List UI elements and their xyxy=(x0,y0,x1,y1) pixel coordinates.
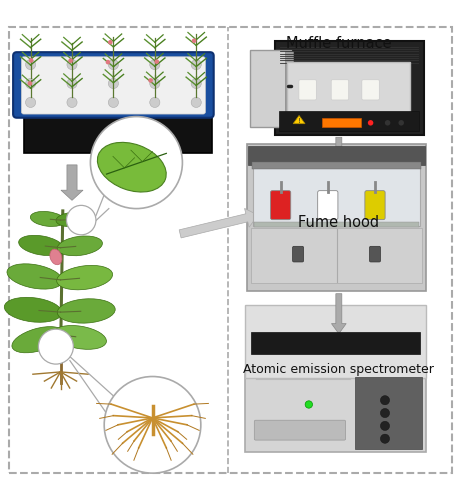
Circle shape xyxy=(191,60,201,70)
Circle shape xyxy=(148,78,153,82)
FancyBboxPatch shape xyxy=(274,40,424,135)
Circle shape xyxy=(154,60,159,64)
Circle shape xyxy=(191,98,201,108)
FancyBboxPatch shape xyxy=(254,420,346,440)
Circle shape xyxy=(67,78,77,88)
FancyBboxPatch shape xyxy=(370,246,381,262)
FancyBboxPatch shape xyxy=(250,332,420,354)
Circle shape xyxy=(150,98,160,108)
FancyBboxPatch shape xyxy=(24,104,213,154)
Circle shape xyxy=(109,78,118,88)
FancyBboxPatch shape xyxy=(9,27,452,473)
Circle shape xyxy=(380,434,389,444)
Circle shape xyxy=(380,396,389,405)
FancyBboxPatch shape xyxy=(280,111,419,131)
Circle shape xyxy=(385,120,390,126)
Circle shape xyxy=(106,60,110,64)
Circle shape xyxy=(29,58,33,62)
FancyBboxPatch shape xyxy=(270,190,291,220)
Circle shape xyxy=(150,78,160,88)
FancyBboxPatch shape xyxy=(292,246,304,262)
Ellipse shape xyxy=(57,266,113,290)
Ellipse shape xyxy=(57,236,103,256)
FancyBboxPatch shape xyxy=(318,190,338,220)
FancyBboxPatch shape xyxy=(362,80,379,100)
Circle shape xyxy=(67,98,77,108)
Circle shape xyxy=(368,120,373,126)
Text: Fume hood: Fume hood xyxy=(298,216,379,230)
Circle shape xyxy=(150,60,160,70)
FancyBboxPatch shape xyxy=(244,305,426,378)
Circle shape xyxy=(28,81,32,86)
Ellipse shape xyxy=(30,212,65,226)
FancyBboxPatch shape xyxy=(253,165,420,226)
Circle shape xyxy=(109,98,118,108)
Circle shape xyxy=(25,78,36,88)
Ellipse shape xyxy=(57,299,115,323)
Circle shape xyxy=(91,116,182,208)
FancyArrow shape xyxy=(61,165,83,200)
FancyBboxPatch shape xyxy=(299,80,316,100)
Text: Muffle furnace: Muffle furnace xyxy=(286,36,392,51)
FancyBboxPatch shape xyxy=(248,146,425,165)
Ellipse shape xyxy=(56,212,91,226)
FancyBboxPatch shape xyxy=(244,374,426,452)
FancyArrow shape xyxy=(179,208,258,238)
FancyBboxPatch shape xyxy=(254,222,419,227)
FancyBboxPatch shape xyxy=(322,118,361,127)
FancyBboxPatch shape xyxy=(251,228,422,283)
Ellipse shape xyxy=(12,326,64,353)
FancyBboxPatch shape xyxy=(287,62,410,112)
FancyBboxPatch shape xyxy=(247,144,426,292)
Circle shape xyxy=(380,422,389,430)
Text: Atomic emission spectrometer: Atomic emission spectrometer xyxy=(243,362,434,376)
FancyBboxPatch shape xyxy=(13,52,214,118)
Circle shape xyxy=(191,78,201,88)
FancyBboxPatch shape xyxy=(252,162,421,169)
FancyBboxPatch shape xyxy=(365,190,385,220)
Polygon shape xyxy=(293,116,305,124)
Ellipse shape xyxy=(53,326,106,349)
FancyBboxPatch shape xyxy=(355,378,422,448)
Ellipse shape xyxy=(50,249,62,264)
Circle shape xyxy=(25,98,36,108)
Ellipse shape xyxy=(18,236,64,256)
Circle shape xyxy=(109,60,118,70)
Circle shape xyxy=(67,60,77,70)
Circle shape xyxy=(380,408,389,418)
Circle shape xyxy=(108,40,113,44)
Circle shape xyxy=(305,401,312,408)
Circle shape xyxy=(192,38,196,43)
Ellipse shape xyxy=(7,264,62,289)
Ellipse shape xyxy=(97,142,166,192)
FancyArrow shape xyxy=(331,294,346,334)
FancyBboxPatch shape xyxy=(331,80,349,100)
FancyBboxPatch shape xyxy=(21,57,206,114)
Circle shape xyxy=(38,329,73,364)
Circle shape xyxy=(67,206,96,235)
Circle shape xyxy=(398,120,404,126)
FancyBboxPatch shape xyxy=(249,50,291,128)
Ellipse shape xyxy=(4,298,62,322)
FancyBboxPatch shape xyxy=(285,51,293,127)
Circle shape xyxy=(25,60,36,70)
Circle shape xyxy=(104,376,201,473)
FancyArrow shape xyxy=(331,138,346,177)
Text: !: ! xyxy=(298,118,300,124)
Circle shape xyxy=(68,58,73,63)
